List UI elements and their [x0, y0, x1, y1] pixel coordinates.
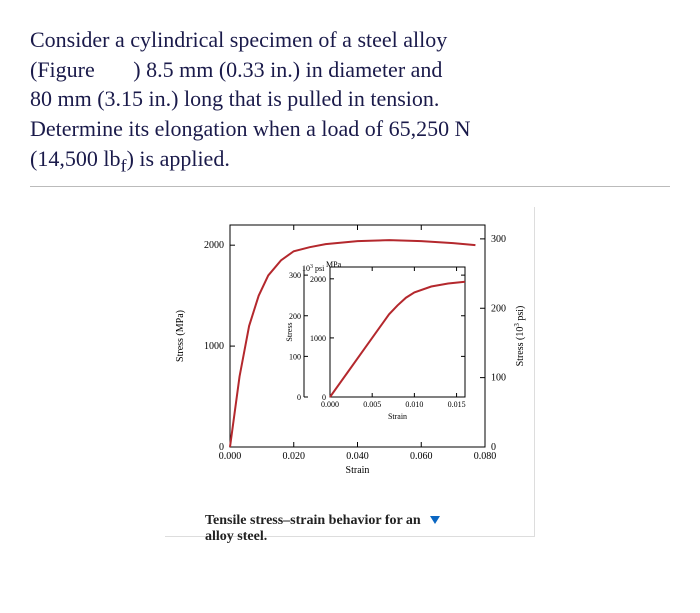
svg-text:1000: 1000 — [204, 341, 224, 352]
problem-text: Consider a cylindrical specimen of a ste… — [30, 25, 670, 178]
l2b: ) 8.5 mm (0.33 in.) in diameter and — [133, 57, 442, 82]
svg-text:0.015: 0.015 — [448, 400, 466, 409]
svg-text:1000: 1000 — [310, 334, 326, 343]
svg-text:100: 100 — [289, 352, 301, 361]
svg-text:0.010: 0.010 — [405, 400, 423, 409]
svg-text:Strain: Strain — [388, 412, 407, 421]
chart-caption: Tensile stress–strain behavior for an — [165, 513, 530, 529]
svg-text:0.020: 0.020 — [283, 451, 306, 462]
l4: Determine its elongation when a load of … — [30, 116, 471, 141]
l2a: (Figure — [30, 57, 95, 82]
svg-text:0: 0 — [491, 442, 496, 453]
svg-text:0.040: 0.040 — [346, 451, 369, 462]
chart-container: 0.0000.0200.0400.0600.080010002000010020… — [165, 207, 535, 537]
svg-text:MPa: MPa — [326, 260, 342, 269]
svg-text:200: 200 — [289, 312, 301, 321]
caption-arrow-icon — [424, 516, 446, 526]
svg-text:300: 300 — [289, 271, 301, 280]
svg-text:0: 0 — [219, 442, 224, 453]
svg-text:2000: 2000 — [204, 240, 224, 251]
problem-statement: Consider a cylindrical specimen of a ste… — [30, 20, 670, 187]
caption-main: Tensile stress–strain behavior for an — [205, 513, 421, 528]
svg-text:Strain: Strain — [346, 465, 370, 476]
svg-text:0.005: 0.005 — [363, 400, 381, 409]
l1: Consider a cylindrical specimen of a ste… — [30, 27, 447, 52]
l5b: ) is applied. — [127, 146, 230, 171]
svg-text:2000: 2000 — [310, 275, 326, 284]
chart-caption-sub: alloy steel. — [165, 529, 530, 545]
svg-text:100: 100 — [491, 373, 506, 384]
svg-text:Stress (MPa): Stress (MPa) — [175, 310, 186, 362]
svg-text:Stress: Stress — [285, 322, 294, 341]
svg-text:300: 300 — [491, 234, 506, 245]
svg-text:0: 0 — [322, 393, 326, 402]
caption-sub-text: alloy steel. — [205, 529, 267, 544]
svg-text:200: 200 — [491, 303, 506, 314]
svg-text:0.060: 0.060 — [410, 451, 433, 462]
svg-text:103 psi: 103 psi — [302, 264, 325, 273]
l5a: (14,500 lb — [30, 146, 120, 171]
svg-text:0: 0 — [297, 393, 301, 402]
svg-text:Stress (103 psi): Stress (103 psi) — [513, 306, 526, 367]
l3: 80 mm (3.15 in.) long that is pulled in … — [30, 86, 439, 111]
chart-svg: 0.0000.0200.0400.0600.080010002000010020… — [165, 207, 535, 507]
